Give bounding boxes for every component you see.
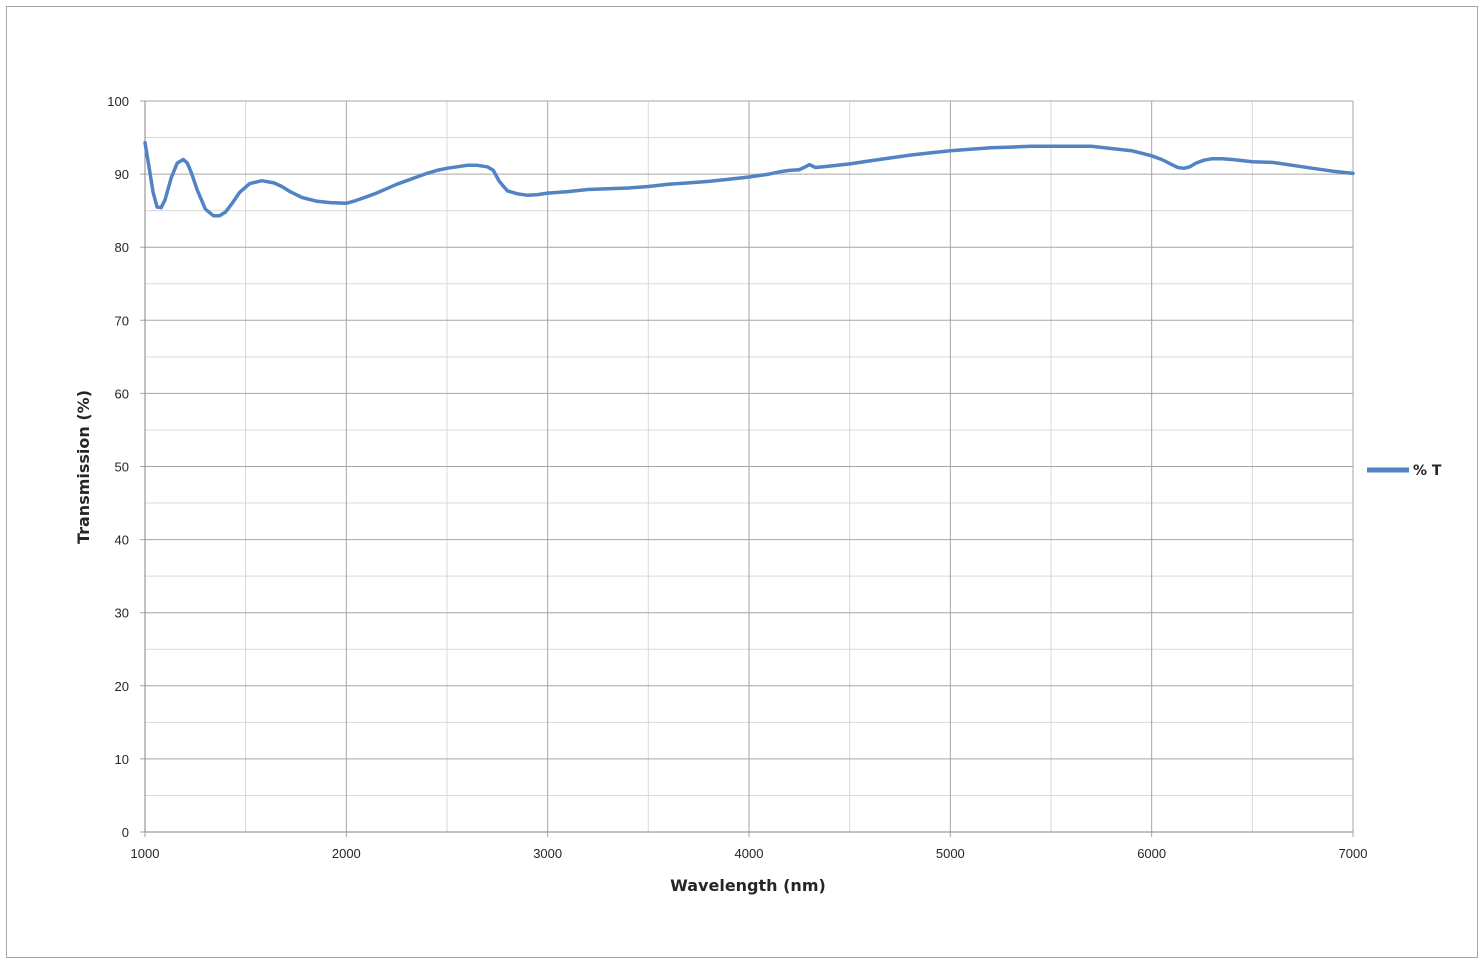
major-gridlines — [140, 100, 1354, 837]
y-tick-label: 50 — [115, 460, 129, 475]
y-tick-label: 70 — [115, 313, 129, 328]
y-tick-label: 100 — [107, 94, 129, 109]
x-tick-label: 5000 — [936, 846, 965, 861]
series-layer — [143, 140, 1355, 218]
y-tick-label: 60 — [115, 386, 129, 401]
x-tick-labels: 1000 2000 3000 4000 5000 6000 7000 — [131, 846, 1368, 861]
x-tick-label: 1000 — [131, 846, 160, 861]
legend: % T — [1367, 463, 1442, 479]
x-tick-label: 4000 — [735, 846, 764, 861]
axes — [144, 101, 1353, 833]
x-tick-label: 2000 — [332, 846, 361, 861]
x-tick-label: 6000 — [1137, 846, 1166, 861]
y-tick-label: 20 — [115, 679, 129, 694]
y-tick-label: 10 — [115, 752, 129, 767]
x-tick-label: 3000 — [533, 846, 562, 861]
y-tick-label: 40 — [115, 533, 129, 548]
chart-frame — [6, 6, 1478, 958]
legend-label-percent-t: % T — [1413, 463, 1442, 479]
y-tick-label: 30 — [115, 606, 129, 621]
x-axis-title: Wavelength (nm) — [670, 876, 826, 895]
y-tick-label: 90 — [115, 167, 129, 182]
y-tick-label: 80 — [115, 240, 129, 255]
y-tick-labels: 0 10 20 30 40 50 60 70 80 90 100 — [107, 94, 129, 840]
x-tick-label: 7000 — [1339, 846, 1368, 861]
y-axis-title: Transmission (%) — [74, 390, 93, 544]
series-line-percent-t — [143, 140, 1355, 218]
y-tick-label: 0 — [122, 825, 129, 840]
